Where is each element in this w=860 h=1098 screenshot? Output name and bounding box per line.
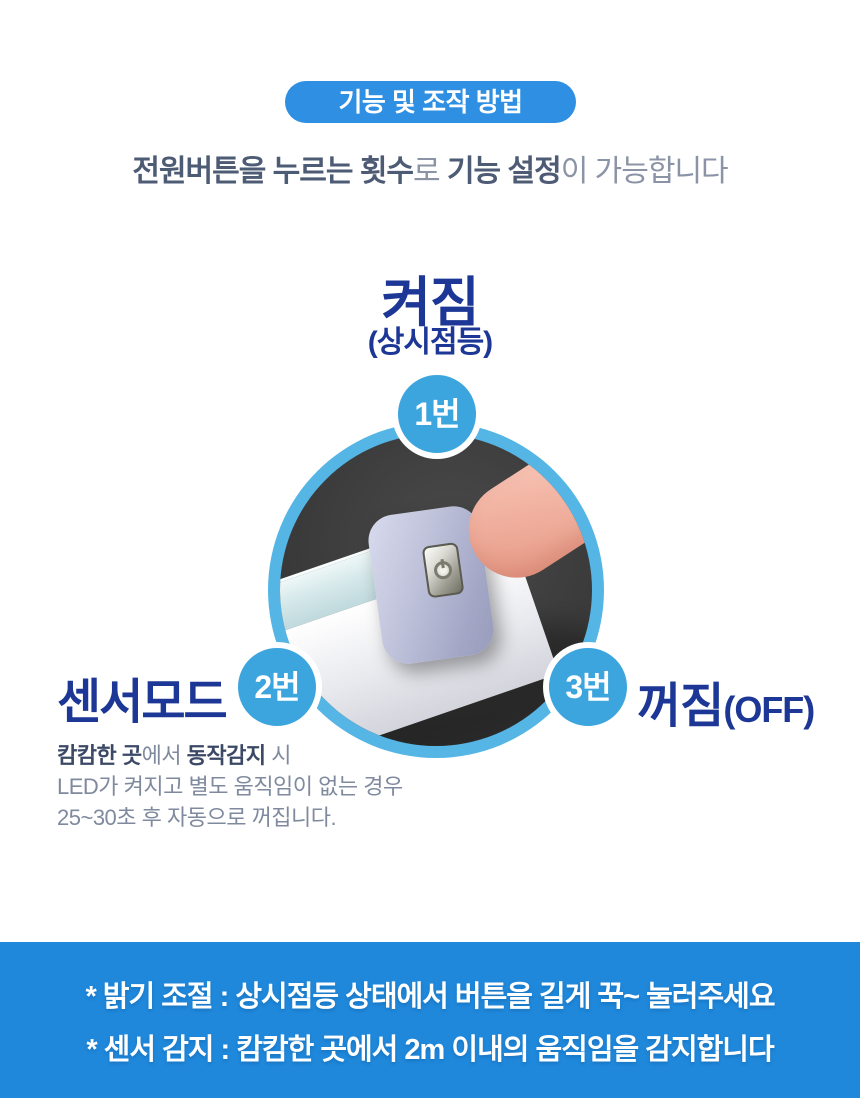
step-on-subtitle: (상시점등) <box>367 326 493 359</box>
subtitle-bold-press-count: 전원버튼을 누르는 횟수 <box>132 155 414 188</box>
subtitle-regular-1: 로 <box>413 155 447 188</box>
page-subtitle: 전원버튼을 누르는 횟수로 기능 설정이 가능합니다 <box>0 146 860 190</box>
section-title-label: 기능 및 조작 방법 <box>338 87 523 117</box>
subtitle-bold-function-set: 기능 설정 <box>446 155 562 188</box>
product-photo <box>268 422 604 758</box>
photo-background <box>280 434 592 746</box>
desc-regular-2: 시 <box>265 743 291 768</box>
banner-note-brightness: * 밝기 조절 : 상시점등 상태에서 버튼을 길게 꾹~ 눌러주세요 <box>85 980 775 1013</box>
desc-regular-1: 에서 <box>141 743 187 768</box>
section-title-badge: 기능 및 조작 방법 <box>285 81 576 123</box>
step-badge-1: 1번 <box>392 369 482 459</box>
sensor-description-line-2: LED가 켜지고 별도 움직임이 없는 경우 <box>57 774 403 799</box>
subtitle-regular-2: 이 가능합니다 <box>560 155 729 188</box>
step-on-title: 켜짐 <box>381 273 479 333</box>
step-off-suffix: (OFF) <box>723 689 815 730</box>
footer-banner: * 밝기 조절 : 상시점등 상태에서 버튼을 길게 꾹~ 눌러주세요 * 센서… <box>0 942 860 1098</box>
step-off-label: 꺼짐 <box>637 680 724 733</box>
step-sensor-title: 센서모드 <box>57 676 228 729</box>
power-button <box>421 541 465 599</box>
power-icon <box>432 560 454 581</box>
sensor-description-line-3: 25~30초 후 자동으로 꺼집니다. <box>57 805 337 830</box>
sensor-description-line-1: 캄캄한 곳에서 동작감지 시 <box>57 740 403 771</box>
sensor-description: 캄캄한 곳에서 동작감지 시 LED가 켜지고 별도 움직임이 없는 경우 25… <box>57 740 403 833</box>
desc-bold-dark-place: 캄캄한 곳 <box>57 743 142 768</box>
desc-bold-motion-detect: 동작감지 <box>186 743 266 768</box>
step-off-title: 꺼짐(OFF) <box>637 666 815 736</box>
step-badge-2: 2번 <box>232 642 322 732</box>
banner-note-sensor: * 센서 감지 : 캄캄한 곳에서 2m 이내의 움직임을 감지합니다 <box>86 1033 774 1066</box>
step-badge-3: 3번 <box>543 642 633 732</box>
